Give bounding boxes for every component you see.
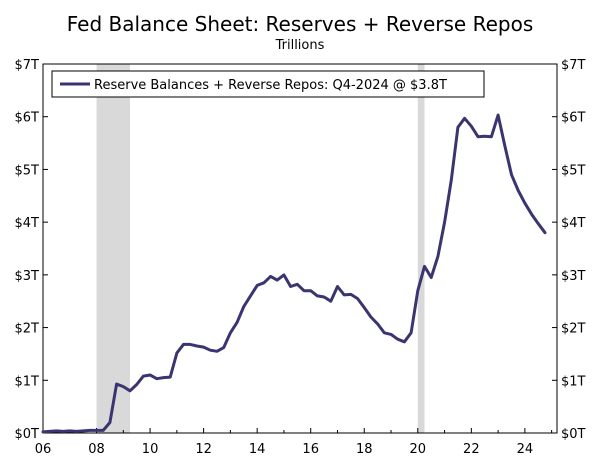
- axes: $0T $0T $1T $1T $2T $2T $3T $3T $4T $4T $5T $5T $6T $…: [15, 58, 586, 457]
- y-tick-label-left: $4T: [15, 216, 40, 231]
- y-tick-label-left: $5T: [15, 163, 40, 178]
- y-tick-label-left: $0T: [15, 427, 40, 442]
- recession-band-1: [417, 64, 425, 433]
- y-tick-label-right: $5T: [561, 163, 586, 178]
- series-layer: [41, 113, 547, 434]
- recession-band-0: [96, 64, 131, 433]
- legend-label: Reserve Balances + Reverse Repos: Q4-202…: [94, 78, 447, 93]
- y-tick-label-left: $6T: [15, 111, 40, 126]
- y-tick-label-right: $7T: [561, 58, 586, 73]
- x-tick-label: 10: [142, 442, 159, 457]
- x-tick-label: 12: [195, 442, 212, 457]
- y-tick-label-right: $3T: [561, 269, 586, 284]
- y-tick-label-left: $2T: [15, 322, 40, 337]
- y-tick-label-right: $2T: [561, 322, 586, 337]
- y-tick-label-left: $1T: [15, 374, 40, 389]
- x-tick-label: 08: [88, 442, 105, 457]
- y-tick-label-right: $1T: [561, 374, 586, 389]
- chart-title: Fed Balance Sheet: Reserves + Reverse Re…: [66, 12, 534, 36]
- x-tick-label: 16: [302, 442, 319, 457]
- plot-frame: [42, 63, 558, 434]
- recession-shading: [96, 64, 425, 433]
- x-tick-label: 20: [410, 442, 427, 457]
- y-tick-label-right: $0T: [561, 427, 586, 442]
- y-tick-label-left: $3T: [15, 269, 40, 284]
- chart-subtitle: Trillions: [275, 38, 325, 53]
- x-tick-label: 06: [35, 442, 52, 457]
- y-tick-label-right: $6T: [561, 111, 586, 126]
- x-tick-label: 24: [517, 442, 534, 457]
- x-tick-label: 22: [463, 442, 480, 457]
- y-tick-label-left: $7T: [15, 58, 40, 73]
- y-tick-label-right: $4T: [561, 216, 586, 231]
- legend: Reserve Balances + Reverse Repos: Q4-202…: [51, 70, 485, 98]
- x-tick-label: 14: [249, 442, 266, 457]
- legend-box: [51, 70, 485, 98]
- x-tick-label: 18: [356, 442, 373, 457]
- series-line-0: [41, 113, 547, 434]
